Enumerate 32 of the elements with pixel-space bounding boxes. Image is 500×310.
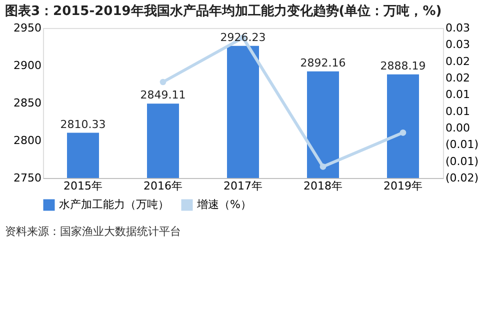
x-tick-label: 2015年	[64, 180, 102, 192]
y2-tick-label: 0.00	[446, 122, 470, 134]
x-tick-label: 2016年	[144, 180, 182, 192]
y-tick-label: 2900	[14, 59, 42, 72]
y2-tick-label: (0.01)	[446, 138, 479, 152]
y2-tick-label: (0.02)	[446, 172, 479, 184]
data-label: 2926.23	[220, 30, 266, 44]
point	[160, 78, 166, 86]
y-tick-label: 2800	[14, 134, 42, 147]
y-tick-label: 2850	[14, 96, 42, 110]
y-tick-label: 2950	[14, 22, 42, 34]
data-label: 2849.11	[140, 88, 186, 102]
y2-tick-label: 0.02	[446, 54, 470, 68]
y2-tick-label: 0.03	[446, 38, 470, 52]
x-tick-label: 2019年	[384, 180, 422, 192]
y2-tick-label: 0.01	[446, 88, 470, 102]
data-label: 2888.19	[380, 59, 426, 72]
y-tick-label: 2750	[14, 172, 42, 184]
legend-label: 增速（%）	[196, 198, 252, 211]
y2-tick-label: 0.03	[446, 22, 470, 34]
chart-title: 图表3：2015-2019年我国水产品年均加工能力变化趋势(单位：万吨，%)	[5, 3, 442, 19]
x-tick-label: 2017年	[224, 180, 262, 192]
y2-tick-label: (0.01)	[446, 154, 479, 168]
point	[400, 130, 406, 136]
y2-tick-label: 0.02	[446, 72, 470, 84]
data-label: 2892.16	[300, 56, 346, 70]
legend-label: 水产加工能力（万吨）	[59, 198, 169, 211]
data-label: 2810.33	[60, 118, 106, 131]
point	[320, 164, 326, 170]
y2-tick-label: 0.01	[446, 104, 470, 118]
x-tick-label: 2018年	[304, 180, 342, 192]
text: 资料来源：国家渔业大数据统计平台	[5, 225, 181, 238]
